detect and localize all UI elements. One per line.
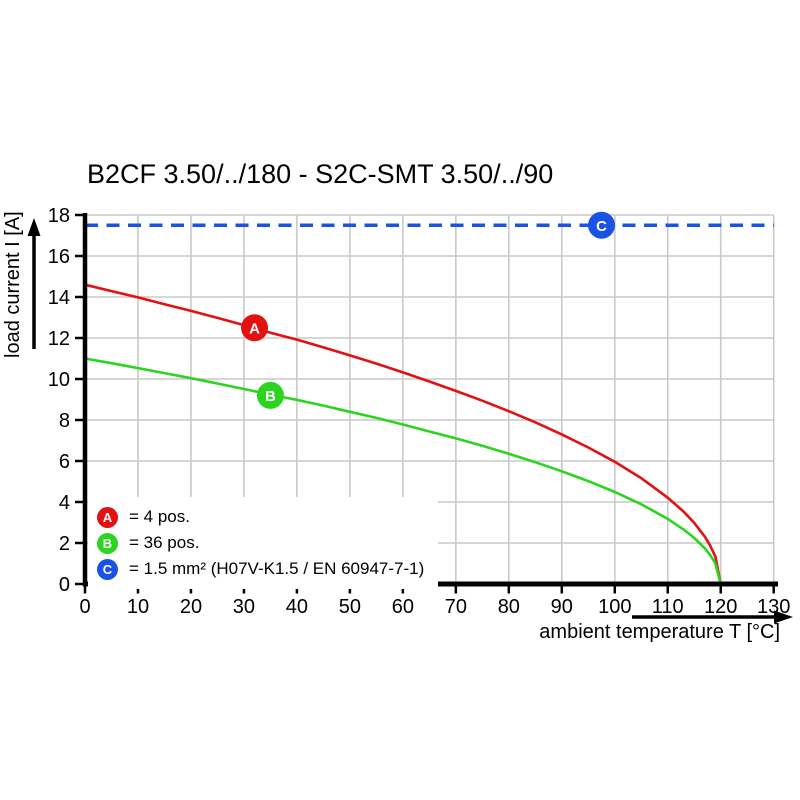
y-tick-label: 8 [59,410,70,432]
marker-circle-b [256,381,284,409]
legend-badge-c: C [97,558,118,580]
x-tick-label: 110 [652,596,684,618]
marker-circle-c [588,211,616,239]
series-line-a [84,283,722,585]
marker-letter-a: A [249,320,260,337]
y-tick-label: 12 [48,328,70,350]
y-tick-label: 4 [59,492,70,514]
y-tick-label: 10 [48,369,70,391]
chart-title: B2CF 3.50/../180 - S2C-SMT 3.50/../90 [87,159,554,189]
legend-badge-a: A [97,506,118,528]
x-tick-label: 100 [598,596,631,618]
x-tick-label: 0 [79,596,90,618]
tick-labels: 0 2 4 6 8 10 12 14 16 18 0 10 20 30 40 50 60 70 80 90 100 110… [48,205,791,618]
legend-item-a: A = 4 pos. [97,504,424,530]
x-tick-label: 80 [498,596,520,618]
legend-text-a: = 4 pos. [129,507,190,526]
y-tick-label: 2 [59,533,70,555]
series-line-b [84,357,722,585]
x-tick-label: 20 [180,596,202,618]
x-tick-label: 120 [704,596,737,618]
legend-badge-b: B [97,532,118,554]
y-tick-label: 14 [48,287,70,309]
grid [85,214,775,584]
legend-item-b: B = 36 pos. [97,530,424,556]
y-tick-label: 18 [48,205,70,227]
x-axis-arrow-icon [632,610,793,624]
y-axis-arrow-icon [27,218,41,349]
x-tick-label: 30 [233,596,255,618]
y-tick-label: 6 [59,451,70,473]
x-tick-label: 60 [392,596,414,618]
y-tick-label: 16 [48,246,70,268]
marker-letter-c: C [596,218,607,235]
x-tick-label: 90 [551,596,573,618]
marker-c: C [588,211,616,239]
x-tick-label: 10 [127,596,149,618]
x-tick-label: 130 [757,596,790,618]
x-tick-label: 40 [286,596,308,618]
legend-text-c: = 1.5 mm² (H07V-K1.5 / EN 60947-7-1) [129,559,425,578]
marker-letter-b: B [265,388,276,405]
x-tick-label: 50 [339,596,361,618]
legend-text-b: = 36 pos. [129,533,200,552]
y-tick-label: 0 [59,574,70,596]
x-axis-label: ambient temperature T [°C] [539,621,780,643]
marker-b: B [256,381,284,409]
legend: A = 4 pos. B = 36 pos. C = 1.5 mm² (H07V… [88,497,439,589]
marker-a: A [241,314,269,342]
marker-circle-a [241,314,269,342]
legend-item-c: C = 1.5 mm² (H07V-K1.5 / EN 60947-7-1) [97,556,424,582]
x-tick-label: 70 [445,596,467,618]
